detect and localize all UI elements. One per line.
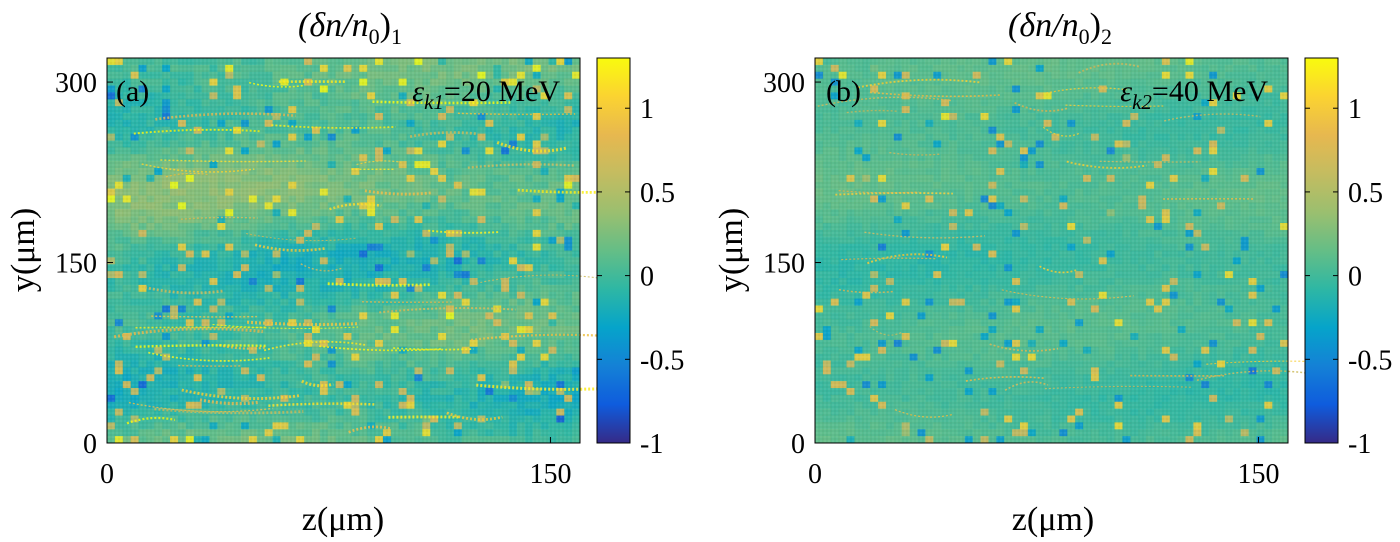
panel-a-xlabel: z(μm): [302, 501, 384, 538]
colorbar-a-ramp: [596, 57, 631, 444]
colorbar-tick-label: -1: [640, 429, 663, 460]
y-tick-label: 150: [55, 249, 97, 280]
colorbar-tick-label: -0.5: [640, 345, 684, 376]
panel-a-label: (a): [116, 75, 149, 108]
panel-a-title: (δn/n0)1: [298, 7, 402, 49]
panel-b-title: (δn/n0)2: [1008, 7, 1112, 49]
colorbar-tick-label: 1: [640, 94, 654, 125]
colorbar-tick-label: 0.5: [640, 178, 675, 209]
panel-a: (δn/n0)1 0 150 0 150 300 (a) εk1=20 MeV z(μm…: [5, 7, 684, 538]
x-tick-label: 0: [100, 459, 114, 490]
y-tick-label: 300: [55, 68, 97, 99]
heatmap-b: [814, 57, 1332, 444]
panel-a-ylabel: y(μm): [5, 208, 42, 292]
axes-a: 0 150 0 150 300: [55, 68, 571, 490]
heatmap-a: [106, 57, 623, 444]
colorbar-tick-label: 0: [640, 262, 654, 293]
x-tick-label: 150: [529, 459, 571, 490]
colorbar-a: -1 -0.5 0 0.5 1: [596, 57, 684, 460]
panel-a-annotation: εk1=20 MeV: [412, 75, 560, 114]
heatmap-a-frame: [106, 57, 581, 444]
y-tick-label: 0: [83, 429, 97, 460]
